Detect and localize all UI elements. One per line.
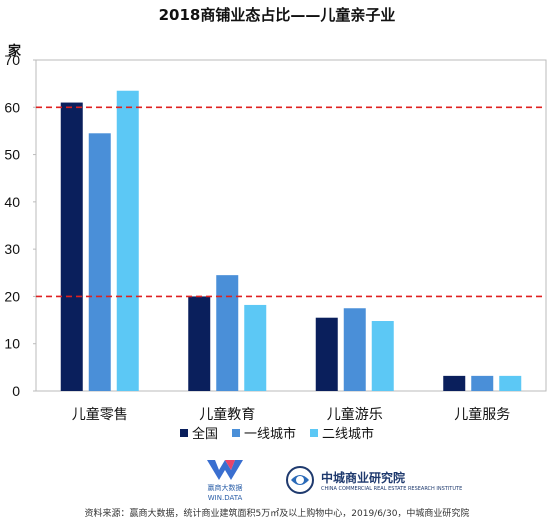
y-tick-label: 20	[4, 288, 20, 304]
legend-item-tier1: 一线城市	[232, 423, 296, 442]
legend: 全国 一线城市 二线城市	[180, 423, 374, 442]
y-tick-label: 0	[12, 383, 20, 399]
bar	[443, 375, 466, 391]
source-note: 资料来源：赢商大数据，统计商业建筑面积5万㎡及以上购物中心，2019/6/30，…	[84, 509, 470, 519]
y-tick-label: 50	[4, 147, 20, 163]
zhongcheng-sub: CHINA COMMERCIAL REAL ESTATE RESEARCH IN…	[321, 485, 463, 492]
win-data-icon	[207, 460, 243, 480]
bar	[60, 102, 83, 392]
bar	[244, 304, 267, 391]
logos: 赢商大数据 WIN.DATA 中城商业研究院 CHINA COMMERCIAL …	[205, 458, 462, 502]
bar	[216, 275, 239, 391]
bar	[88, 133, 111, 392]
y-tick-label: 10	[4, 336, 20, 352]
y-tick-label: 30	[4, 241, 20, 257]
plot-area: 0 10 20 30 40 50 60 70 儿童零售 儿童教育 儿童游乐 儿童服务	[4, 52, 547, 423]
legend-swatch-tier2	[310, 428, 319, 437]
bar	[116, 90, 139, 391]
x-category-label: 儿童游乐	[327, 406, 383, 423]
x-category-label: 儿童教育	[199, 406, 255, 423]
bar	[371, 321, 394, 391]
plot-frame	[35, 59, 547, 392]
win-data-text: 赢商大数据	[207, 484, 243, 492]
legend-item-national: 全国	[180, 423, 218, 442]
win-data-logo: 赢商大数据 WIN.DATA	[205, 458, 245, 502]
zhongcheng-logo: 中城商业研究院 CHINA COMMERCIAL REAL ESTATE RES…	[285, 465, 462, 495]
y-tick-label: 40	[4, 194, 20, 210]
zhongcheng-emblem-icon	[286, 466, 314, 494]
legend-swatch-tier1	[232, 428, 241, 437]
bar	[471, 375, 494, 391]
legend-label-tier1: 一线城市	[244, 427, 297, 442]
y-tick-label: 60	[4, 99, 20, 115]
legend-label-tier2: 二线城市	[322, 427, 375, 442]
chart-title: 2018商铺业态占比——儿童亲子业	[158, 6, 396, 24]
y-axis-unit-label: 家	[8, 44, 22, 59]
bar	[315, 317, 338, 391]
legend-item-tier2: 二线城市	[310, 423, 374, 442]
x-category-label: 儿童服务	[454, 406, 510, 423]
bar	[499, 375, 522, 391]
bar	[343, 308, 366, 391]
zhongcheng-text: 中城商业研究院	[321, 470, 406, 485]
legend-label-national: 全国	[192, 427, 219, 442]
legend-swatch-national	[180, 428, 188, 437]
win-data-sub: WIN.DATA	[207, 494, 243, 502]
x-category-label: 儿童零售	[72, 406, 128, 423]
y-tick-label: 70	[4, 52, 20, 68]
bar	[188, 296, 211, 391]
